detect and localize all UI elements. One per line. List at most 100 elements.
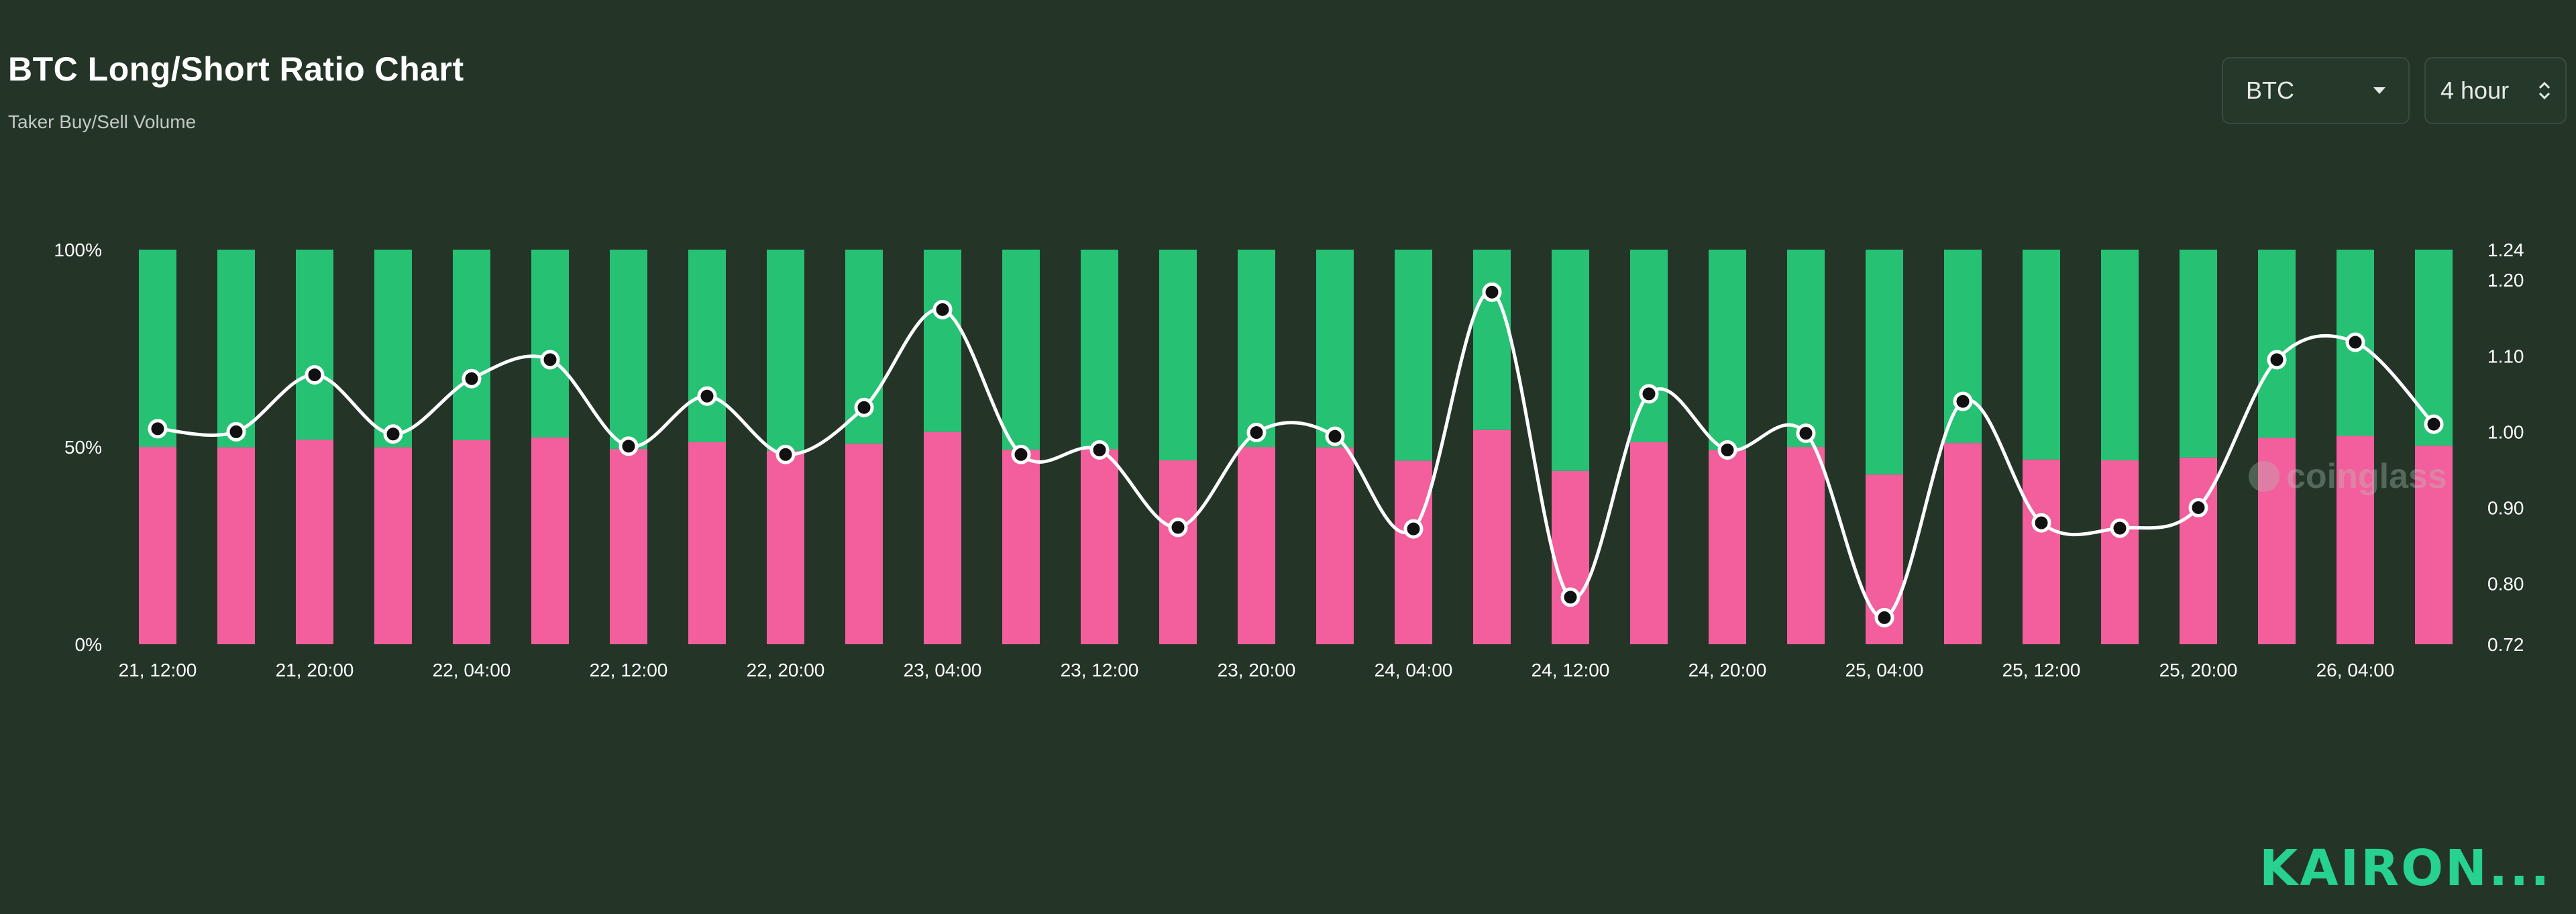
long-bar <box>531 437 569 644</box>
x-tick-label: 24, 12:00 <box>1532 660 1610 680</box>
short-bar <box>2415 250 2453 446</box>
x-tick-label: 22, 04:00 <box>433 660 511 680</box>
long-bar <box>1081 449 1118 644</box>
long-bar <box>767 450 804 644</box>
short-bar <box>1709 250 1746 450</box>
long-bar <box>1944 443 1982 644</box>
long-bar <box>845 444 883 644</box>
kairon-logo: KAIRON... <box>2259 840 2552 897</box>
short-bar <box>688 250 726 442</box>
long-bar <box>2415 446 2453 644</box>
short-bar <box>531 250 569 438</box>
ratio-tick-label: 0.90 <box>2487 497 2524 518</box>
chart-subtitle: Taker Buy/Sell Volume <box>8 111 197 132</box>
coinglass-logo-icon <box>2249 461 2279 492</box>
ratio-tick-label: 1.20 <box>2487 270 2524 291</box>
short-bar <box>296 250 333 440</box>
ratio-point <box>1089 440 1110 460</box>
ratio-point <box>1168 517 1188 538</box>
long-bar <box>610 448 647 644</box>
percent-tick-label: 100% <box>54 240 102 260</box>
short-bar <box>1081 250 1118 450</box>
x-tick-label: 23, 12:00 <box>1061 660 1139 680</box>
short-bar <box>2258 250 2296 438</box>
long-bar <box>1552 470 1589 644</box>
ratio-point <box>1482 282 1502 302</box>
x-tick-label: 21, 12:00 <box>119 660 197 680</box>
interval-select-value: 4 hour <box>2440 77 2510 104</box>
coin-select-value: BTC <box>2246 77 2294 104</box>
ratio-point <box>1874 607 1894 627</box>
short-bar <box>374 250 412 448</box>
ratio-point <box>2110 518 2130 538</box>
ratio-tick-label: 1.24 <box>2487 240 2524 260</box>
ratio-point <box>1011 444 1031 464</box>
ratio-point <box>2424 414 2444 434</box>
short-bar <box>1159 250 1197 460</box>
ratio-tick-label: 0.80 <box>2487 574 2524 595</box>
ratio-point <box>540 350 560 370</box>
ratio-point <box>2188 497 2208 517</box>
x-tick-label: 25, 04:00 <box>1845 660 1924 680</box>
coinglass-watermark: coinglass <box>2249 456 2447 497</box>
ratio-point <box>619 436 639 456</box>
ratio-tick-label: 1.00 <box>2487 421 2524 442</box>
long-bar <box>217 447 255 644</box>
long-bar <box>1002 450 1040 644</box>
short-bar <box>2180 250 2217 458</box>
ratio-point <box>2031 513 2051 533</box>
short-bar <box>610 250 647 449</box>
short-bar <box>1395 250 1432 461</box>
percent-tick-label: 0% <box>75 634 102 655</box>
ratio-tick-label: 0.72 <box>2487 634 2524 655</box>
ratio-point <box>462 368 482 389</box>
short-bar <box>1866 250 1903 475</box>
long-bar <box>2258 438 2296 644</box>
interval-select[interactable]: 4 hour <box>2424 57 2567 124</box>
short-bar <box>1316 250 1354 448</box>
coin-select[interactable]: BTC <box>2222 57 2410 124</box>
x-tick-label: 25, 20:00 <box>2159 660 2238 680</box>
ratio-point <box>383 424 403 444</box>
x-tick-label: 23, 20:00 <box>1218 660 1296 680</box>
long-bar <box>1316 447 1354 644</box>
long-bar <box>2023 459 2060 644</box>
x-tick-label: 21, 20:00 <box>276 660 354 680</box>
long-bar <box>688 442 726 644</box>
x-tick-label: 25, 12:00 <box>2002 660 2081 680</box>
watermark-text: coinglass <box>2286 457 2447 496</box>
ratio-point <box>1953 391 1973 411</box>
short-bar <box>217 250 255 448</box>
ratio-point <box>1560 587 1580 607</box>
short-bar <box>767 250 804 451</box>
long-bar <box>2337 436 2374 644</box>
long-bar <box>374 447 412 644</box>
ratio-point <box>697 386 717 406</box>
long-bar <box>2101 460 2139 644</box>
ratio-point <box>1403 519 1424 539</box>
long-bar <box>139 447 176 644</box>
long-bar <box>453 440 490 644</box>
x-tick-label: 24, 04:00 <box>1375 660 1453 680</box>
ratio-point <box>1325 426 1345 446</box>
long-bar <box>1787 447 1825 644</box>
long-bar <box>924 431 961 644</box>
short-bar <box>1630 250 1668 442</box>
short-bar <box>1552 250 1589 471</box>
short-bar <box>1002 250 1040 450</box>
long-bar <box>1395 460 1432 644</box>
x-tick-label: 22, 20:00 <box>747 660 825 680</box>
page-title: BTC Long/Short Ratio Chart <box>8 50 464 88</box>
long-bar <box>1630 442 1668 644</box>
ratio-point <box>775 444 796 464</box>
chevron-down-icon <box>2373 87 2385 94</box>
short-bar <box>139 250 176 447</box>
ratio-point <box>1639 384 1659 404</box>
ratio-point <box>305 365 325 385</box>
short-bar <box>1238 250 1275 447</box>
ratio-tick-label: 1.10 <box>2487 346 2524 366</box>
ratio-point <box>932 299 953 319</box>
x-tick-label: 24, 20:00 <box>1688 660 1767 680</box>
long-bar <box>1159 460 1197 644</box>
